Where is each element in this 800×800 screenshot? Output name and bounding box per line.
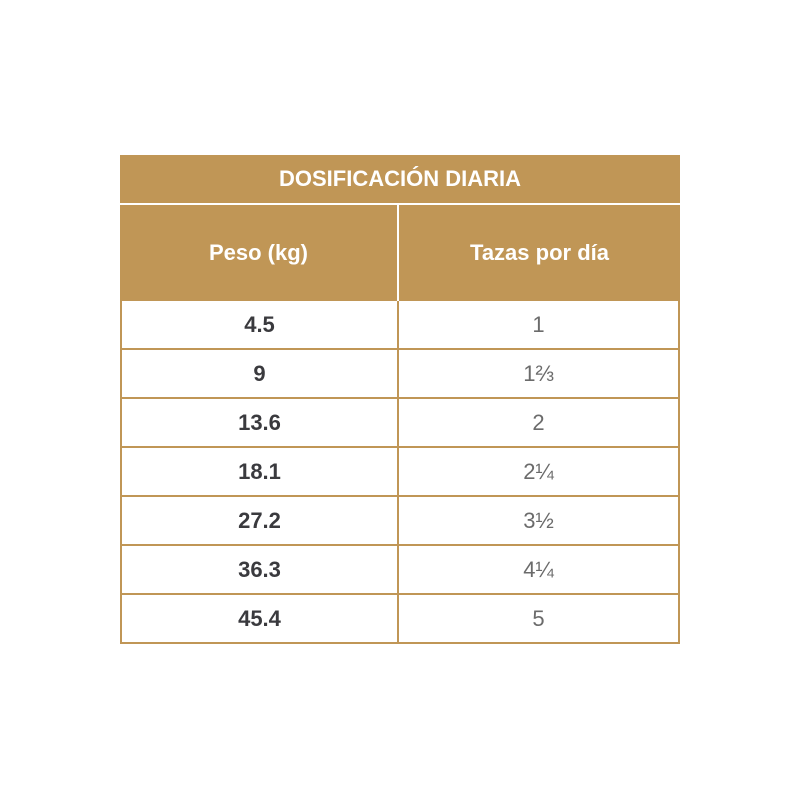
- dosage-table: DOSIFICACIÓN DIARIA Peso (kg) Tazas por …: [120, 155, 680, 644]
- header-weight: Peso (kg): [120, 205, 399, 301]
- cups-cell: 2¼: [523, 458, 554, 484]
- weight-cell: 13.6: [122, 399, 399, 446]
- cups-cell: 4¼: [523, 556, 554, 582]
- weight-cell: 45.4: [122, 595, 399, 642]
- table-row: 18.1 2¼: [122, 446, 678, 495]
- cups-cell: 5: [532, 605, 545, 631]
- table-title: DOSIFICACIÓN DIARIA: [120, 155, 680, 205]
- table-body: 4.5 1 9 1⅔ 13.6 2 18.1 2¼ 27.2 3½ 36.3 4¼ 45.4 5: [120, 301, 680, 644]
- weight-cell: 4.5: [122, 301, 399, 348]
- table-row: 4.5 1: [122, 301, 678, 348]
- weight-cell: 36.3: [122, 546, 399, 593]
- table-row: 27.2 3½: [122, 495, 678, 544]
- table-row: 13.6 2: [122, 397, 678, 446]
- header-cups-per-day: Tazas por día: [470, 240, 609, 265]
- weight-cell: 18.1: [122, 448, 399, 495]
- table-row: 45.4 5: [122, 593, 678, 642]
- weight-cell: 27.2: [122, 497, 399, 544]
- cups-cell: 3½: [523, 507, 554, 533]
- weight-cell: 9: [122, 350, 399, 397]
- cups-cell: 1: [532, 311, 545, 337]
- table-row: 36.3 4¼: [122, 544, 678, 593]
- cups-cell: 2: [532, 409, 545, 435]
- table-header-row: Peso (kg) Tazas por día: [120, 205, 680, 301]
- table-row: 9 1⅔: [122, 348, 678, 397]
- cups-cell: 1⅔: [523, 360, 554, 386]
